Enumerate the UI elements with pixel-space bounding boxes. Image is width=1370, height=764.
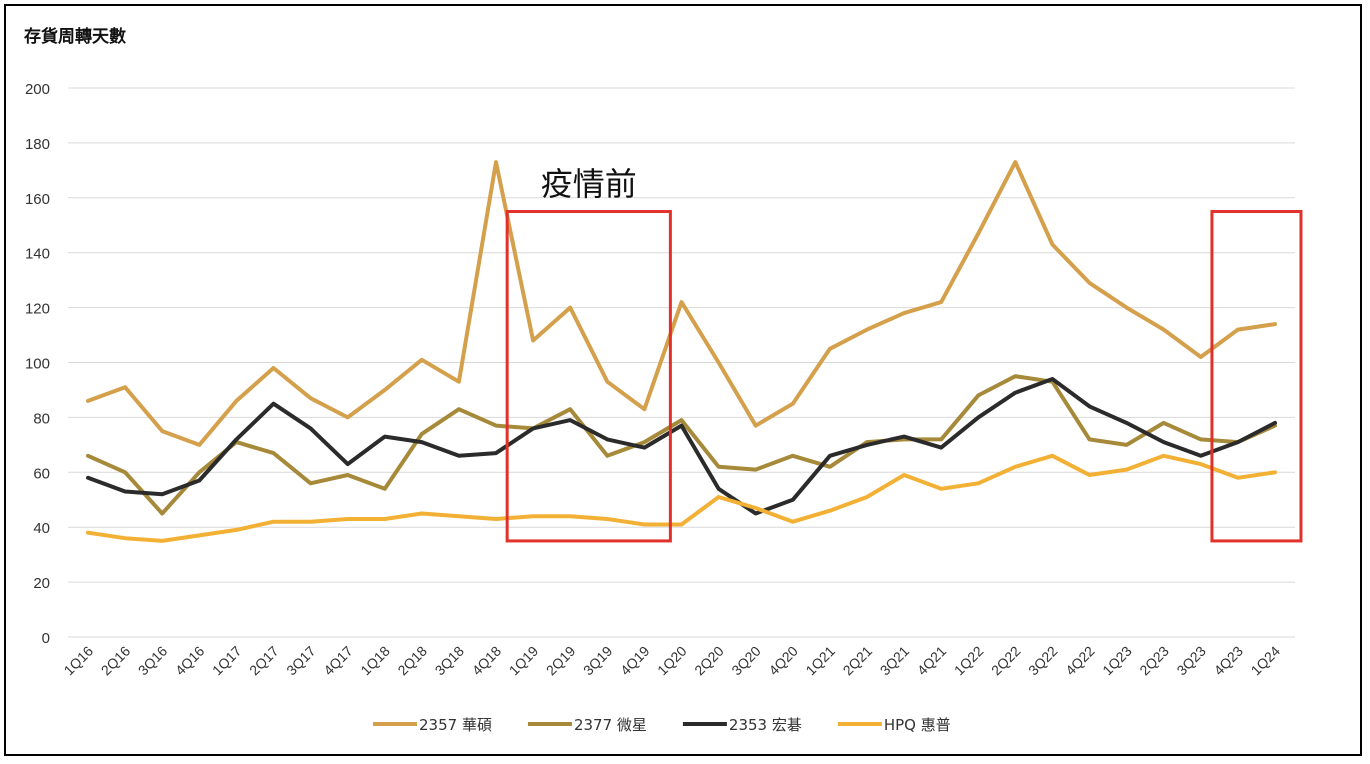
highlight-boxes <box>505 210 1303 543</box>
legend-label: HPQ 惠普 <box>884 716 951 734</box>
annotations: 疫情前 <box>541 165 637 203</box>
x-tick-label: 2Q16 <box>98 643 134 679</box>
y-tick-label: 100 <box>25 356 50 373</box>
highlight-box <box>505 210 672 543</box>
x-tick-label: 1Q21 <box>802 643 838 679</box>
chart-title: 存貨周轉天數 <box>24 27 126 47</box>
x-tick-label: 2Q19 <box>543 643 579 679</box>
grid-lines <box>68 87 1295 638</box>
x-tick-label: 3Q20 <box>728 643 764 679</box>
x-axis: 1Q16 2Q16 3Q16 4Q16 1Q17 2Q17 3Q17 4Q17 1Q18 2Q18… <box>61 643 1284 679</box>
x-tick-label: 2Q23 <box>1136 643 1172 679</box>
x-tick-label: 4Q21 <box>914 643 950 679</box>
x-tick-label: 4Q23 <box>1210 643 1246 679</box>
x-tick-label: 4Q19 <box>617 643 653 679</box>
y-tick-label: 200 <box>25 81 50 98</box>
series-line <box>86 377 1277 516</box>
highlight-box <box>1210 210 1303 543</box>
x-tick-label: 1Q19 <box>506 643 542 679</box>
x-tick-label: 2Q21 <box>840 643 876 679</box>
series-line <box>86 374 1277 516</box>
y-tick-label: 40 <box>33 520 50 537</box>
y-tick-label: 120 <box>25 301 50 318</box>
y-axis: 0 20 40 60 80 100 120 140 160 180 200 <box>25 81 50 647</box>
x-tick-label: 2Q17 <box>246 643 282 679</box>
y-tick-label: 20 <box>33 575 50 592</box>
x-tick-label: 1Q20 <box>654 643 690 679</box>
y-tick-label: 140 <box>25 246 50 263</box>
y-tick-label: 180 <box>25 136 50 153</box>
x-tick-label: 2Q22 <box>988 643 1024 679</box>
y-tick-label: 0 <box>42 630 50 647</box>
x-tick-label: 3Q18 <box>432 643 468 679</box>
legend-label: 2377 微星 <box>574 716 647 734</box>
x-tick-label: 1Q23 <box>1099 643 1135 679</box>
x-tick-label: 4Q16 <box>172 643 208 679</box>
x-tick-label: 3Q16 <box>135 643 171 679</box>
x-tick-label: 1Q18 <box>357 643 393 679</box>
x-tick-label: 3Q19 <box>580 643 616 679</box>
legend-label: 2357 華碩 <box>419 716 492 734</box>
series-line <box>86 160 1277 447</box>
x-tick-label: 3Q17 <box>283 643 319 679</box>
x-tick-label: 2Q20 <box>691 643 727 679</box>
x-tick-label: 1Q24 <box>1248 643 1284 679</box>
x-tick-label: 3Q22 <box>1025 643 1061 679</box>
y-tick-label: 80 <box>33 410 50 427</box>
chart-frame <box>4 4 1362 756</box>
legend-label: 2353 宏碁 <box>729 716 802 734</box>
x-tick-label: 3Q21 <box>877 643 913 679</box>
x-tick-label: 4Q22 <box>1062 643 1098 679</box>
annotation-text: 疫情前 <box>541 165 637 203</box>
series-lines <box>86 160 1277 543</box>
series-line <box>86 453 1277 543</box>
y-tick-label: 160 <box>25 191 50 208</box>
legend: 2357 華碩 2377 微星 2353 宏碁 HPQ 惠普 <box>373 716 951 734</box>
x-tick-label: 4Q17 <box>320 643 356 679</box>
y-tick-label: 60 <box>33 465 50 482</box>
x-tick-label: 1Q16 <box>61 643 97 679</box>
x-tick-label: 1Q17 <box>209 643 245 679</box>
x-tick-label: 4Q20 <box>765 643 801 679</box>
x-tick-label: 2Q18 <box>394 643 430 679</box>
x-tick-label: 4Q18 <box>469 643 505 679</box>
x-tick-label: 3Q23 <box>1173 643 1209 679</box>
x-tick-label: 1Q22 <box>951 643 987 679</box>
